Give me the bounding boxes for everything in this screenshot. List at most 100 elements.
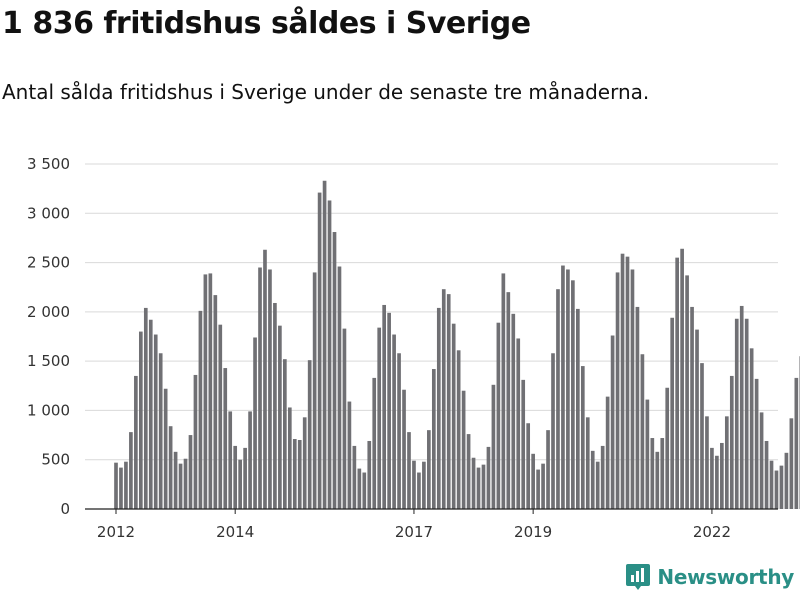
bar [764,440,769,509]
bar [556,289,560,509]
newsworthy-logo-icon [626,564,651,590]
x-axis: 201220142017201920222024 [85,508,778,541]
bar [461,390,466,509]
bar [650,438,655,509]
bar [158,353,163,509]
bar [357,468,362,509]
bar [422,461,426,509]
gridlines [85,163,778,461]
bar [546,430,550,509]
bar [168,426,173,509]
brand-name: Newsworthy [657,565,794,589]
page-title: 1 836 fritidshus såldes i Sverige [2,6,531,41]
bar [724,416,729,509]
bar [243,447,247,509]
bar [600,445,605,509]
bar [615,272,620,509]
y-tick-label: 1 500 [27,352,70,370]
bar [382,304,387,509]
y-tick-label: 3 000 [27,204,70,222]
bar [685,275,689,509]
bar [595,461,600,509]
bar [258,267,262,509]
bar [263,249,267,509]
bar [273,302,277,509]
bar [362,472,367,509]
bar [665,387,670,509]
bar [729,375,734,509]
bar [148,319,153,509]
y-tick-label: 2 500 [27,254,70,272]
bar [138,331,143,509]
bar [590,450,595,509]
bar [427,430,431,509]
bar [789,418,794,509]
bar [407,432,411,509]
bar [228,411,233,509]
bar [625,256,630,509]
bar [571,280,575,509]
bar [441,289,446,509]
bar [630,269,635,509]
bar [456,350,461,509]
x-tick-label: 2019 [514,523,552,541]
x-tick-label: 2022 [693,523,731,541]
bar [536,469,540,509]
bar [218,324,223,509]
bar [521,379,526,509]
bar [278,325,282,509]
bar [715,455,719,509]
bar [347,401,352,509]
bar [283,359,287,509]
bar [506,292,511,509]
bar [645,399,650,509]
bar [511,313,516,509]
bar [784,452,789,509]
bar [496,322,501,509]
bar [287,407,292,509]
bar [675,257,679,509]
bar [516,338,521,509]
bar [541,463,545,509]
y-tick-label: 500 [41,451,70,469]
brand: Newsworthy [625,562,794,592]
bar [129,432,133,509]
bar [208,273,213,509]
bar [268,269,272,509]
y-tick-label: 0 [60,500,70,518]
bar [417,472,421,509]
y-axis: 0 500 1 000 1 500 2 000 2 500 3 000 3 500 [27,155,70,518]
bar [739,305,744,509]
bar [402,389,406,509]
bar [695,329,699,509]
x-tick-label: 2014 [216,523,254,541]
bar [213,295,218,509]
bar [486,446,491,509]
y-tick-label: 3 500 [27,155,70,173]
bar [203,274,208,509]
bar [705,416,709,509]
bar [292,439,297,509]
bar [769,460,774,509]
bar [307,360,312,509]
bar [248,411,252,509]
bar [660,438,665,509]
bar [700,363,704,509]
bar [119,467,123,509]
bar [491,384,496,509]
bar [794,377,799,509]
bar [173,451,178,509]
bar [302,417,307,509]
bar [734,318,739,509]
bar [188,435,193,509]
bar [372,377,377,509]
bar [655,451,660,509]
y-tick-label: 1 000 [27,401,70,419]
bar [134,375,138,509]
bar [377,327,382,509]
bar [501,273,506,509]
bar [580,366,585,509]
bar [124,461,128,509]
bar [640,354,645,509]
bar [471,457,476,509]
